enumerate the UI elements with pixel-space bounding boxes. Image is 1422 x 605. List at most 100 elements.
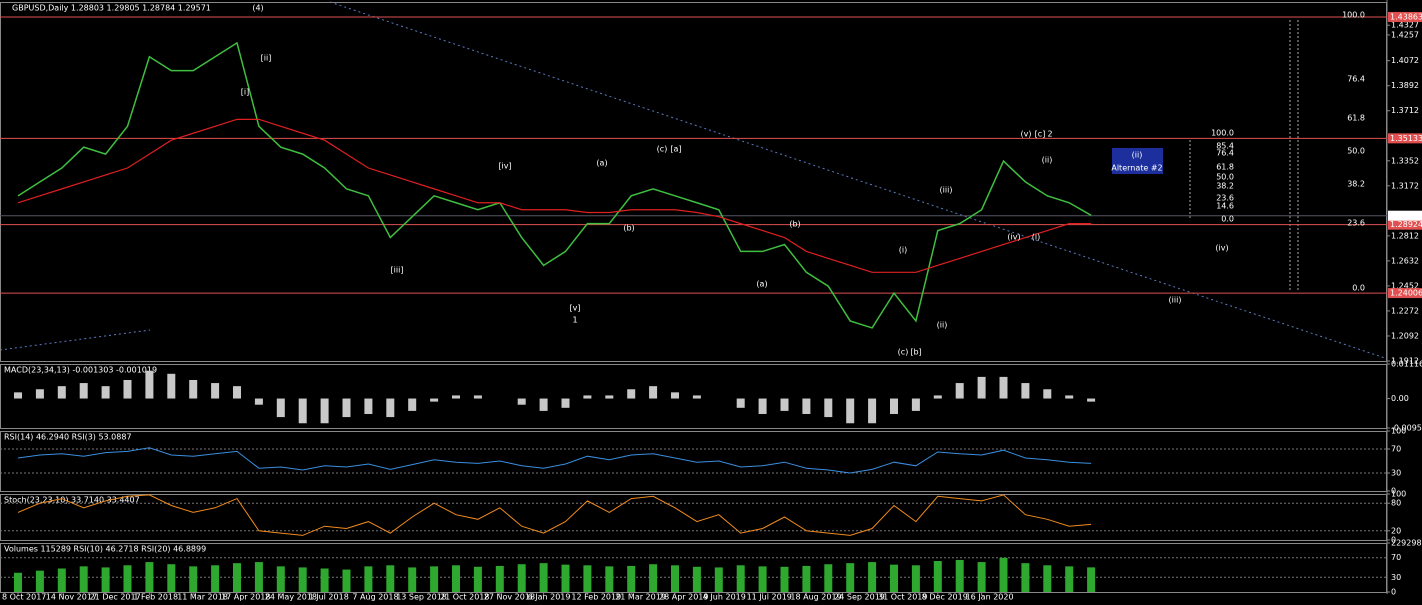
wave-label: 2 <box>1047 130 1052 139</box>
wave-label: (i) <box>1032 233 1040 242</box>
x-tick-label: 27 Nov 2018 <box>484 593 535 602</box>
level-label: 1.28924 <box>1390 220 1422 229</box>
y-tick-label: 20 <box>1391 526 1401 535</box>
wave-label: [i] <box>241 88 249 97</box>
y-tick-label: 1.2632 <box>1391 256 1419 265</box>
bar <box>254 398 263 405</box>
bar <box>758 398 767 414</box>
bar <box>1021 563 1030 592</box>
bar <box>890 564 898 592</box>
bar <box>977 562 986 592</box>
fib-label: 61.8 <box>1347 114 1365 123</box>
y-tick-label: 70 <box>1391 445 1401 454</box>
x-tick-label: 17 Apr 2018 <box>221 593 270 602</box>
bar <box>1065 566 1074 592</box>
bar <box>233 386 241 399</box>
y-tick-label: 0 <box>1391 487 1396 496</box>
wave-label: (b) <box>789 220 800 229</box>
bar <box>868 562 877 592</box>
level-box <box>1388 11 1422 22</box>
x-tick-label: 11 Jul 2019 <box>747 593 792 602</box>
bar <box>408 567 417 592</box>
wave-label: (iii) <box>1169 296 1182 305</box>
bar <box>649 564 658 592</box>
bar <box>999 376 1008 399</box>
wave-label: (a) <box>596 159 607 168</box>
bar <box>736 565 745 592</box>
bar <box>999 557 1008 592</box>
price-label: 1.29571 <box>1390 211 1422 220</box>
bar <box>233 563 241 592</box>
bar <box>254 562 263 592</box>
fib-label: 100.0 <box>1342 11 1365 20</box>
bar <box>430 566 439 592</box>
bar <box>101 567 110 592</box>
wave-label: (a) <box>756 280 767 289</box>
y-tick-label: 1.4327 <box>1391 21 1419 30</box>
bar <box>298 398 307 424</box>
panel-title: Volumes 115289 RSI(10) 46.2718 RSI(20) 4… <box>4 545 206 554</box>
wave-label: (v) <box>1021 130 1032 139</box>
wave-label: (c) <box>898 348 909 357</box>
fib-label: 76.4 <box>1347 75 1365 84</box>
bar <box>57 386 66 399</box>
y-tick-label: 1.2452 <box>1391 281 1419 290</box>
level-box <box>1388 219 1422 230</box>
series-line <box>17 494 1092 536</box>
y-tick-label: 1.4072 <box>1391 56 1419 65</box>
bar <box>933 561 942 592</box>
bar <box>189 379 198 399</box>
y-tick-label: 0 <box>1391 588 1396 597</box>
level-label: 1.43863 <box>1390 12 1422 21</box>
panel-title: Stoch(23,23,10) 33.7140 33.4407 <box>4 496 140 505</box>
bar <box>605 395 614 399</box>
bar <box>561 398 570 408</box>
fib-label: 38.2 <box>1347 180 1365 189</box>
x-tick-label: 24 Sep 2019 <box>834 593 885 602</box>
trend-line <box>0 329 151 351</box>
bar <box>364 566 373 592</box>
alternate-label: (ii) <box>1132 151 1143 160</box>
alternate-box <box>1112 148 1163 174</box>
bar <box>167 564 176 592</box>
x-tick-label: 4 Jun 2019 <box>703 593 746 602</box>
y-tick-label: 1.2092 <box>1391 331 1419 340</box>
bar <box>167 373 176 399</box>
bar <box>1087 567 1096 592</box>
bar <box>386 398 395 418</box>
bar <box>320 568 329 592</box>
y-tick-label: -0.009532 <box>1391 424 1422 433</box>
wave-label: [a] <box>670 145 681 154</box>
bar <box>35 389 44 399</box>
x-tick-label: 6 Jan 2019 <box>528 593 571 602</box>
bar <box>79 566 88 592</box>
bar <box>736 398 745 408</box>
bar <box>430 398 439 402</box>
x-tick-label: 1 Feb 2018 <box>133 593 178 602</box>
y2-tick-label: 70 <box>1391 553 1401 562</box>
wave-label: [c] <box>1035 130 1046 139</box>
y-tick-label: 0.011169 <box>1391 360 1422 369</box>
bar <box>79 383 88 399</box>
bar <box>320 398 329 424</box>
y2-tick-label: 30 <box>1391 573 1401 582</box>
price-box <box>1388 210 1422 221</box>
bar <box>298 567 307 592</box>
bar <box>145 370 154 399</box>
bar <box>386 565 395 592</box>
wave-label: [b] <box>910 348 921 357</box>
y-tick-label: 80 <box>1391 499 1401 508</box>
fib-label: 38.2 <box>1216 182 1234 191</box>
fib-label: 100.0 <box>1211 129 1234 138</box>
y-tick-label: 1.1912 <box>1391 357 1419 366</box>
bar <box>342 398 351 418</box>
x-tick-label: 28 Apr 2019 <box>659 593 708 602</box>
bar <box>802 565 811 592</box>
bar <box>539 398 548 411</box>
wave-label: (ii) <box>1042 156 1053 165</box>
bar <box>189 566 198 592</box>
bar <box>780 398 789 411</box>
y-tick-label: 0 <box>1391 536 1396 545</box>
